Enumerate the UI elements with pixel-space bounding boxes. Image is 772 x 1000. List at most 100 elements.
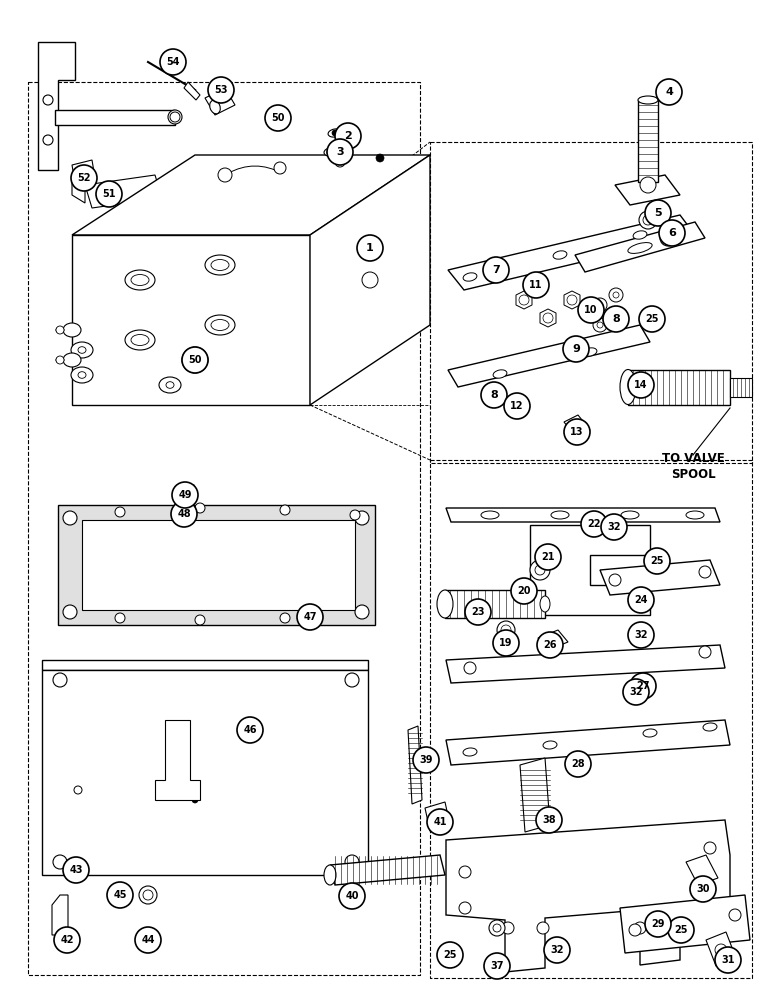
Circle shape [550,943,564,957]
Polygon shape [530,525,650,615]
Polygon shape [628,370,730,405]
Circle shape [609,288,623,302]
Circle shape [729,909,741,921]
Ellipse shape [583,348,597,356]
Text: 4: 4 [665,87,673,97]
Circle shape [502,922,514,934]
Ellipse shape [621,511,639,519]
Text: 40: 40 [345,891,359,901]
Text: 42: 42 [60,935,74,945]
Ellipse shape [210,100,220,114]
Circle shape [643,215,653,225]
Circle shape [611,524,617,530]
Circle shape [656,79,682,105]
Ellipse shape [628,243,652,253]
Text: 3: 3 [336,147,344,157]
Circle shape [613,292,619,298]
Polygon shape [446,645,725,683]
Ellipse shape [131,274,149,286]
Text: 23: 23 [471,607,485,617]
Circle shape [678,927,684,933]
Circle shape [280,613,290,623]
Ellipse shape [643,729,657,737]
Circle shape [274,162,286,174]
Ellipse shape [63,323,81,337]
Circle shape [649,316,655,322]
Text: 54: 54 [166,57,180,67]
Circle shape [357,235,383,261]
Text: 22: 22 [587,519,601,529]
Circle shape [504,393,530,419]
Circle shape [107,882,133,908]
Polygon shape [538,630,568,650]
Polygon shape [615,175,680,205]
Text: 47: 47 [303,612,317,622]
Text: 29: 29 [652,919,665,929]
Polygon shape [72,178,85,203]
Text: 53: 53 [215,85,228,95]
Text: 25: 25 [674,925,688,935]
Text: 11: 11 [530,280,543,290]
Circle shape [208,77,234,103]
Ellipse shape [493,370,507,378]
Circle shape [563,336,589,362]
Ellipse shape [324,865,336,885]
Polygon shape [638,100,658,182]
Polygon shape [540,309,556,327]
Ellipse shape [620,369,636,404]
Text: 12: 12 [510,401,523,411]
Ellipse shape [56,327,64,333]
Ellipse shape [71,342,93,358]
Text: 25: 25 [645,314,659,324]
Circle shape [597,322,603,328]
Polygon shape [686,855,718,885]
Ellipse shape [205,315,235,335]
Ellipse shape [205,255,235,275]
Polygon shape [564,415,590,437]
Circle shape [272,112,284,124]
Ellipse shape [125,330,155,350]
Text: 32: 32 [608,522,621,532]
Circle shape [543,313,553,323]
Circle shape [96,181,122,207]
Polygon shape [42,660,368,670]
Text: 31: 31 [721,955,735,965]
Polygon shape [516,291,532,309]
Ellipse shape [78,347,86,353]
Ellipse shape [553,251,567,259]
Circle shape [459,866,471,878]
Circle shape [715,944,727,956]
Text: 10: 10 [584,305,598,315]
Text: 8: 8 [612,314,620,324]
Circle shape [634,922,646,934]
Text: 38: 38 [542,815,556,825]
Ellipse shape [125,270,155,290]
Circle shape [63,511,77,525]
Ellipse shape [543,741,557,749]
Circle shape [535,565,545,575]
Circle shape [43,135,53,145]
Circle shape [628,622,654,648]
Ellipse shape [481,511,499,519]
Circle shape [376,154,384,162]
Polygon shape [564,291,580,309]
Circle shape [54,927,80,953]
Circle shape [628,372,654,398]
Circle shape [56,356,64,364]
Circle shape [578,297,604,323]
Circle shape [280,505,290,515]
Circle shape [115,887,125,897]
Text: 13: 13 [571,427,584,437]
Circle shape [593,318,607,332]
Text: 7: 7 [492,265,500,275]
Circle shape [597,302,603,308]
Text: 6: 6 [668,228,676,238]
Circle shape [715,947,741,973]
Circle shape [171,501,197,527]
Circle shape [143,890,153,900]
Polygon shape [82,520,355,610]
Circle shape [639,211,657,229]
Circle shape [704,842,716,854]
Text: 28: 28 [571,759,585,769]
Polygon shape [72,155,430,235]
